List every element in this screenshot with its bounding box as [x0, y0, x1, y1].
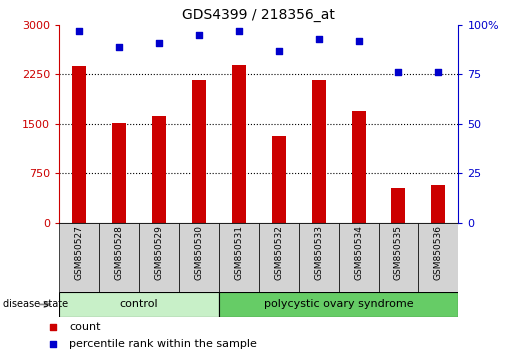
- Bar: [312, 80, 325, 223]
- Bar: [99, 223, 139, 292]
- Bar: [219, 223, 259, 292]
- Text: GSM850535: GSM850535: [394, 225, 403, 280]
- Bar: [272, 136, 286, 223]
- Point: [115, 44, 123, 50]
- Text: polycystic ovary syndrome: polycystic ovary syndrome: [264, 299, 414, 309]
- Bar: [72, 66, 86, 223]
- Bar: [139, 223, 179, 292]
- Bar: [59, 292, 219, 317]
- Bar: [152, 116, 166, 223]
- Text: control: control: [119, 299, 159, 309]
- Text: count: count: [70, 321, 101, 332]
- Bar: [259, 223, 299, 292]
- Point: [49, 324, 57, 329]
- Text: GSM850531: GSM850531: [234, 225, 243, 280]
- Bar: [352, 111, 366, 223]
- Bar: [219, 292, 458, 317]
- Point: [315, 36, 323, 41]
- Point: [49, 341, 57, 347]
- Bar: [192, 80, 206, 223]
- Text: GSM850532: GSM850532: [274, 225, 283, 280]
- Bar: [179, 223, 219, 292]
- Text: GSM850534: GSM850534: [354, 225, 363, 280]
- Point: [155, 40, 163, 45]
- Bar: [432, 185, 445, 223]
- Text: GSM850533: GSM850533: [314, 225, 323, 280]
- Text: disease state: disease state: [3, 299, 67, 309]
- Point: [434, 69, 442, 75]
- Bar: [59, 223, 99, 292]
- Text: percentile rank within the sample: percentile rank within the sample: [70, 339, 258, 349]
- Text: GSM850527: GSM850527: [75, 225, 83, 280]
- Text: GSM850529: GSM850529: [154, 225, 163, 280]
- Bar: [391, 188, 405, 223]
- Text: GSM850528: GSM850528: [115, 225, 124, 280]
- Bar: [379, 223, 418, 292]
- Point: [195, 32, 203, 38]
- Bar: [232, 65, 246, 223]
- Text: GSM850536: GSM850536: [434, 225, 443, 280]
- Title: GDS4399 / 218356_at: GDS4399 / 218356_at: [182, 8, 335, 22]
- Point: [274, 48, 283, 53]
- Bar: [418, 223, 458, 292]
- Point: [75, 28, 83, 34]
- Point: [354, 38, 363, 44]
- Point: [235, 28, 243, 34]
- Bar: [112, 122, 126, 223]
- Bar: [339, 223, 379, 292]
- Text: GSM850530: GSM850530: [195, 225, 203, 280]
- Point: [394, 69, 403, 75]
- Bar: [299, 223, 339, 292]
